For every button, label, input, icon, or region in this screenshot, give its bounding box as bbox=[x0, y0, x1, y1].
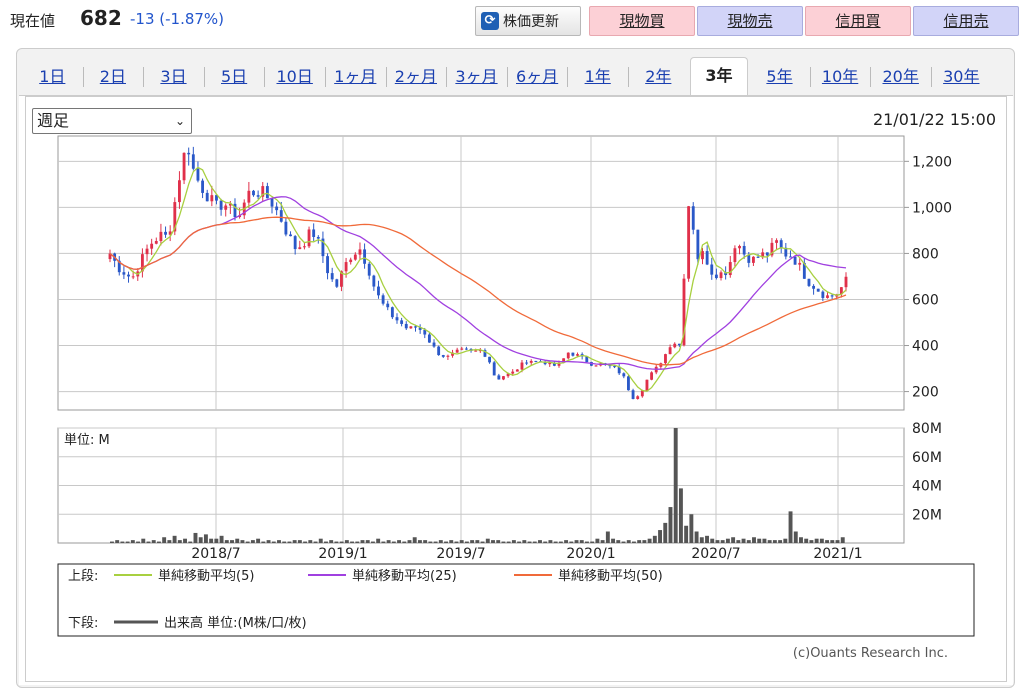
tab-9[interactable]: 1年 bbox=[584, 67, 611, 86]
trade-button-1[interactable]: 現物売 bbox=[697, 6, 803, 36]
tab-separator bbox=[931, 67, 932, 87]
chart-timestamp: 21/01/22 15:00 bbox=[872, 110, 996, 129]
tab-2[interactable]: 3日 bbox=[160, 67, 187, 86]
tab-separator bbox=[82, 67, 84, 87]
chart-frame bbox=[25, 96, 1007, 682]
tab-5[interactable]: 1ヶ月 bbox=[334, 67, 377, 86]
tab-1[interactable]: 2日 bbox=[99, 67, 126, 86]
tab-0[interactable]: 1日 bbox=[39, 67, 66, 86]
tab-15[interactable]: 30年 bbox=[943, 67, 980, 86]
chart-content bbox=[19, 95, 1013, 685]
price-change: -13 (-1.87%) bbox=[130, 10, 225, 28]
tab-separator bbox=[628, 67, 629, 87]
refresh-icon: ⟳ bbox=[481, 12, 499, 30]
tab-separator bbox=[870, 67, 872, 87]
tab-14[interactable]: 20年 bbox=[882, 67, 919, 86]
tab-10[interactable]: 2年 bbox=[645, 67, 672, 86]
current-price-value: 682 bbox=[80, 6, 122, 30]
tab-separator bbox=[325, 67, 326, 87]
period-select-value: 週足 bbox=[37, 111, 70, 130]
chart-panel: 1日 2日 3日 5日 10日 1ヶ月 2ヶ月 3ヶ月 6ヶ月 1年 2年 3年 5年 10年 20年 30年 bbox=[16, 48, 1015, 688]
trade-button-2[interactable]: 信用買 bbox=[805, 6, 911, 36]
copyright: (c)Ouants Research Inc. bbox=[792, 646, 948, 661]
period-tabs: 1日 2日 3日 5日 10日 1ヶ月 2ヶ月 3ヶ月 6ヶ月 1年 2年 3年 5年 10年 20年 30年 bbox=[19, 55, 1013, 99]
trade-button-0[interactable]: 現物買 bbox=[589, 6, 695, 36]
trade-button-3[interactable]: 信用売 bbox=[913, 6, 1019, 36]
tab-8[interactable]: 6ヶ月 bbox=[516, 67, 559, 86]
tab-6[interactable]: 2ヶ月 bbox=[394, 67, 437, 86]
chevron-down-icon: ⌄ bbox=[174, 114, 185, 128]
tab-11[interactable]: 3年 bbox=[689, 57, 749, 99]
tab-13[interactable]: 10年 bbox=[821, 67, 859, 86]
tab-12[interactable]: 5年 bbox=[766, 67, 793, 86]
tab-separator bbox=[567, 67, 569, 87]
tab-7[interactable]: 3ヶ月 bbox=[455, 67, 498, 86]
refresh-price-label: 株価更新 bbox=[503, 14, 559, 30]
tab-3[interactable]: 5日 bbox=[221, 67, 248, 86]
period-select[interactable]: 週足 ⌄ bbox=[32, 108, 192, 134]
tab-separator bbox=[809, 67, 811, 87]
tab-4[interactable]: 10日 bbox=[276, 67, 313, 86]
tab-separator bbox=[385, 67, 387, 87]
tab-separator bbox=[264, 67, 266, 87]
quote-header: 現在値 682 -13 (-1.87%) ⟳ 株価更新 現物買 現物売 信用買 信用売 bbox=[0, 0, 1024, 42]
tab-separator bbox=[203, 67, 205, 87]
tab-separator bbox=[446, 67, 448, 87]
tab-separator bbox=[143, 67, 145, 87]
refresh-price-button[interactable]: ⟳ 株価更新 bbox=[475, 6, 581, 36]
tab-separator bbox=[506, 67, 508, 87]
current-price-label: 現在値 bbox=[10, 12, 56, 30]
